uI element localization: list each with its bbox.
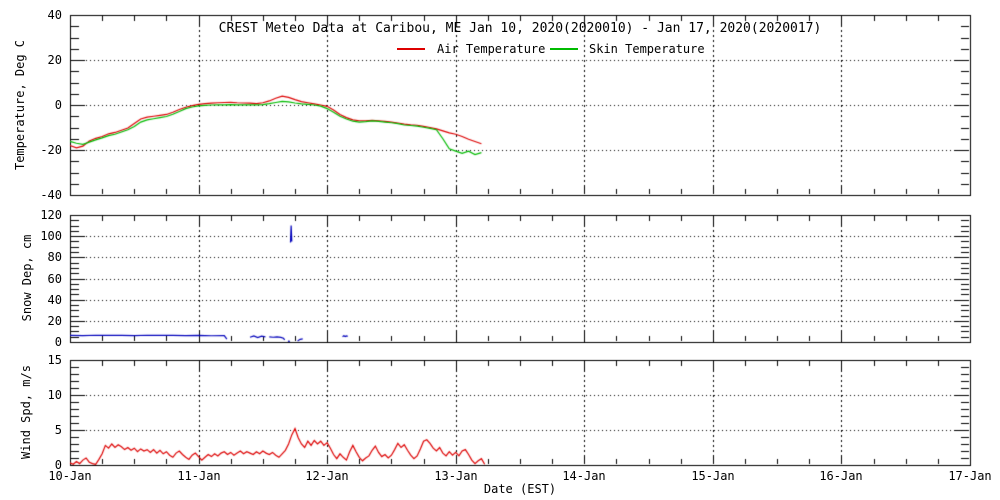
x-tick-label: 12-Jan — [305, 469, 349, 483]
snow_depth-y-tick-label: 60 — [47, 272, 62, 286]
x-tick-label: 14-Jan — [562, 469, 606, 483]
temperature-y-tick-label: -20 — [40, 143, 62, 157]
temperature-y-tick-label: 40 — [47, 8, 62, 22]
wind_speed-y-tick-label: 5 — [54, 423, 62, 437]
snow_depth-y-tick-label: 100 — [40, 229, 62, 243]
x-tick-label: 16-Jan — [819, 469, 863, 483]
skin-temperature-legend-label: Skin Temperature — [589, 42, 705, 56]
temperature-y-tick-label: -40 — [40, 188, 62, 202]
temperature-y-tick-label: 20 — [47, 53, 62, 67]
snow_depth-y-tick-label: 80 — [47, 250, 62, 264]
air-temperature-legend-label: Air Temperature — [437, 42, 546, 56]
air-temperature-legend-line — [397, 48, 425, 50]
snow_depth-y-tick-label: 120 — [40, 208, 62, 222]
x-tick-label: 13-Jan — [434, 469, 478, 483]
snow_depth-y-tick-label: 0 — [54, 335, 62, 349]
snow_depth-y-tick-label: 20 — [47, 314, 62, 328]
skin-temperature-legend-line — [550, 48, 578, 50]
snow_depth-y-tick-label: 40 — [47, 293, 62, 307]
wind_speed-y-tick-label: 0 — [54, 458, 62, 472]
wind_speed-y-tick-label: 10 — [47, 388, 62, 402]
x-tick-label: 11-Jan — [177, 469, 221, 483]
temperature-y-tick-label: 0 — [54, 98, 62, 112]
x-tick-label: 10-Jan — [48, 469, 92, 483]
x-tick-label: 17-Jan — [948, 469, 992, 483]
chart-title: CREST Meteo Data at Caribou, ME Jan 10, … — [218, 21, 822, 36]
wind_speed-y-tick-label: 15 — [47, 353, 62, 367]
x-tick-label: 15-Jan — [691, 469, 735, 483]
x-axis-title: Date (EST) — [483, 482, 557, 496]
